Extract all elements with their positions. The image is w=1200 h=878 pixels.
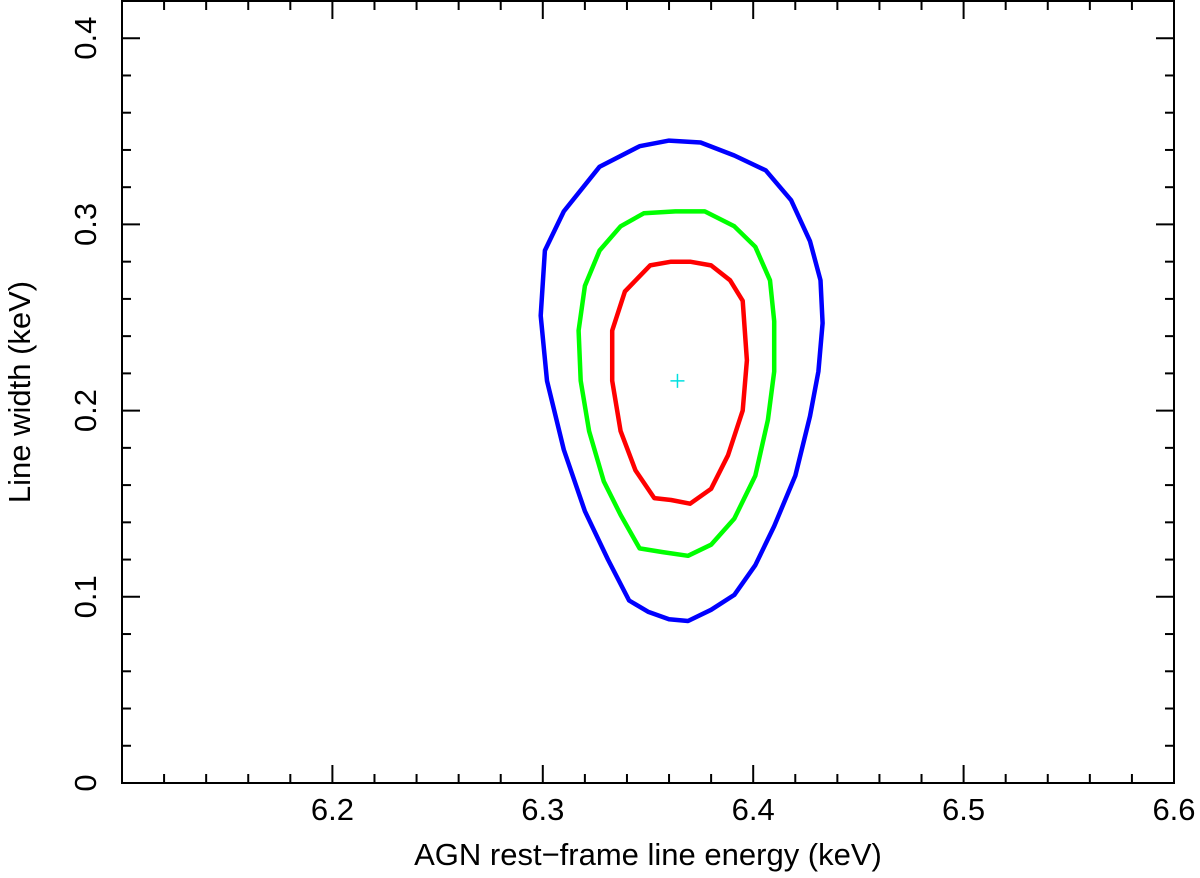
x-tick-label: 6.2	[311, 792, 354, 827]
contour-line	[576, 209, 777, 559]
y-tick-label: 0.2	[68, 389, 103, 432]
best-fit-marker	[670, 373, 685, 388]
x-axis-label: AGN rest−frame line energy (keV)	[414, 837, 882, 872]
x-tick-label: 6.4	[732, 792, 775, 827]
y-tick-label: 0.1	[68, 575, 103, 618]
y-axis-label: Line width (keV)	[2, 281, 37, 503]
y-tick-label: 0.4	[68, 17, 103, 60]
contour-line	[538, 138, 825, 624]
x-tick-label: 6.6	[1152, 792, 1195, 827]
contour-line	[609, 259, 750, 506]
x-tick-label: 6.5	[942, 792, 985, 827]
y-tick-label: 0	[68, 774, 103, 791]
y-tick-label: 0.3	[68, 203, 103, 246]
x-tick-label: 6.3	[521, 792, 564, 827]
plot-frame	[121, 0, 1175, 784]
